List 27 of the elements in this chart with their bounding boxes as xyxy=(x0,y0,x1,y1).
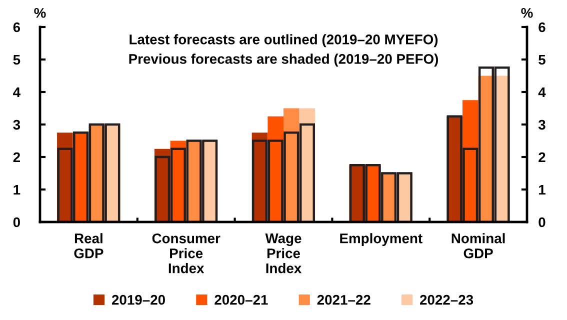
y2-tick-label: 4 xyxy=(538,87,546,98)
x-tick-label: Nominal GDP xyxy=(452,233,505,258)
y2-tick-label: 1 xyxy=(538,184,546,195)
y-axis-title: % xyxy=(34,8,46,18)
legend-label: 2022–23 xyxy=(420,294,474,305)
y2-tick-label: 2 xyxy=(538,152,546,162)
y-tick-label: 1 xyxy=(14,184,20,195)
x-tick-label: Real GDP xyxy=(74,233,104,258)
x-tick-label: Consumer Price Index xyxy=(152,233,220,274)
y-tick-label: 2 xyxy=(13,152,20,162)
y2-axis-title: % xyxy=(521,8,533,18)
y-tick-label: 0 xyxy=(13,217,20,228)
y2-tick-label: 3 xyxy=(538,120,546,130)
y-tick-label: 3 xyxy=(13,120,20,130)
y-tick-label: 6 xyxy=(13,22,20,32)
y2-tick-label: 0 xyxy=(538,217,546,228)
legend-label: 2021–22 xyxy=(317,294,370,305)
y-tick-label: 5 xyxy=(13,54,20,65)
legend-label: 2019–20 xyxy=(112,294,165,305)
chart-title: Latest forecasts are outlined (2019–20 MYEFO) xyxy=(130,34,438,48)
text: Previous forecasts are shaded (2019–20 PEFO) xyxy=(129,54,438,67)
legend-label: 2020–21 xyxy=(214,294,268,305)
y-tick-label: 4 xyxy=(13,87,20,98)
y2-tick-label: 6 xyxy=(538,22,546,32)
y2-tick-label: 5 xyxy=(538,54,546,65)
x-tick-label: Wage Price Index xyxy=(265,234,302,274)
x-tick-label: Employment xyxy=(340,233,422,246)
